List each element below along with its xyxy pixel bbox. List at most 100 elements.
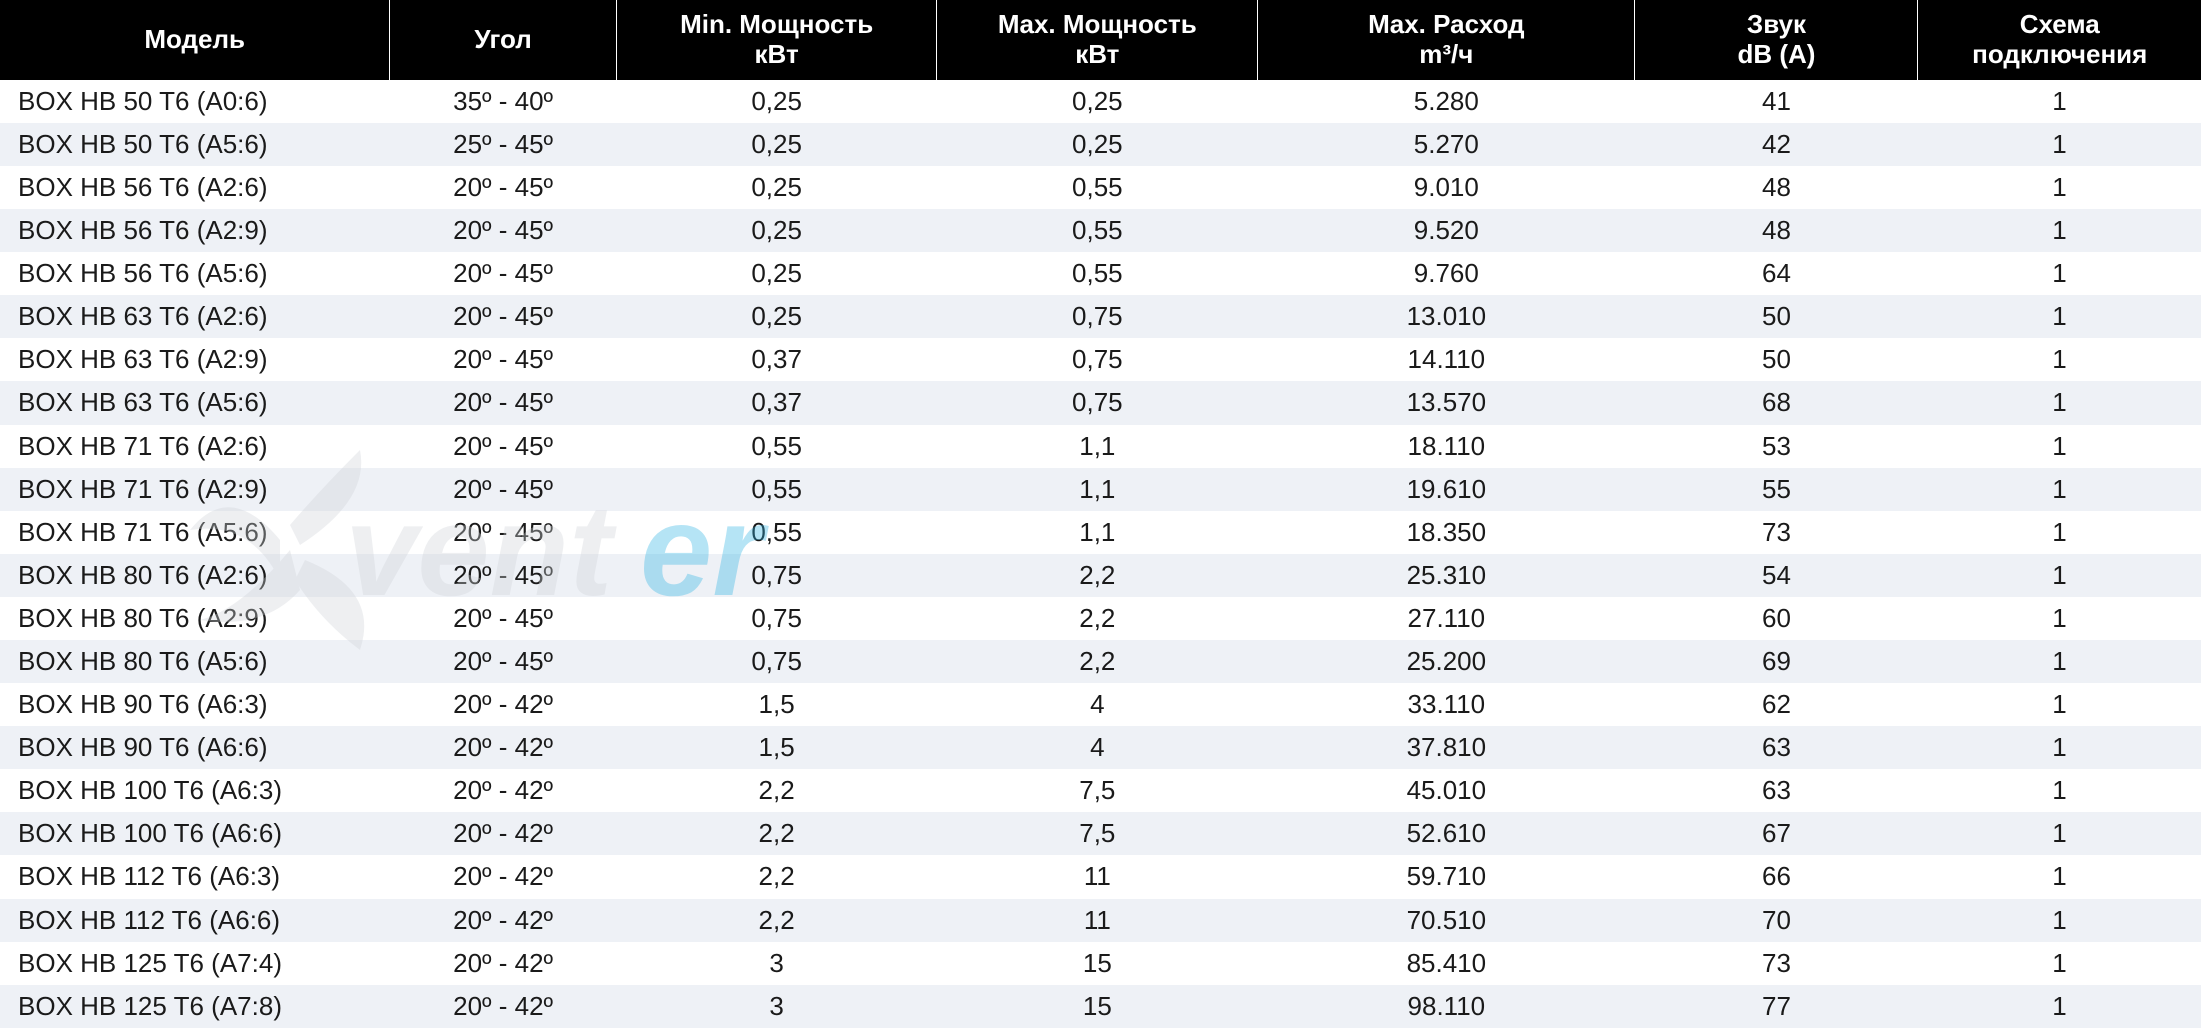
table-cell: 0,75 xyxy=(616,640,937,683)
specs-table: Модель Угол Min. МощностькВт Max. Мощнос… xyxy=(0,0,2201,1028)
table-cell: 35º - 40º xyxy=(390,80,616,123)
table-cell: 1 xyxy=(1918,166,2201,209)
table-row: BOX HB 71 T6 (A2:6)20º - 45º0,551,118.11… xyxy=(0,425,2201,468)
table-cell: BOX HB 90 T6 (A6:6) xyxy=(0,726,390,769)
table-cell: BOX HB 71 T6 (A2:9) xyxy=(0,468,390,511)
table-cell: 20º - 45º xyxy=(390,338,616,381)
table-cell: 25.310 xyxy=(1258,554,1635,597)
table-cell: 0,55 xyxy=(937,166,1258,209)
table-cell: 1,5 xyxy=(616,726,937,769)
table-cell: 20º - 42º xyxy=(390,769,616,812)
table-cell: 11 xyxy=(937,899,1258,942)
table-cell: 0,25 xyxy=(616,209,937,252)
table-cell: 67 xyxy=(1635,812,1918,855)
table-cell: 1,1 xyxy=(937,511,1258,554)
table-cell: 1 xyxy=(1918,425,2201,468)
table-cell: 37.810 xyxy=(1258,726,1635,769)
table-cell: BOX HB 100 T6 (A6:3) xyxy=(0,769,390,812)
table-cell: BOX HB 125 T6 (A7:8) xyxy=(0,985,390,1028)
table-cell: 48 xyxy=(1635,209,1918,252)
table-cell: 63 xyxy=(1635,726,1918,769)
table-cell: 4 xyxy=(937,726,1258,769)
table-cell: 20º - 45º xyxy=(390,295,616,338)
table-cell: 0,37 xyxy=(616,338,937,381)
table-cell: 20º - 45º xyxy=(390,640,616,683)
table-row: BOX HB 71 T6 (A5:6)20º - 45º0,551,118.35… xyxy=(0,511,2201,554)
table-cell: 1 xyxy=(1918,855,2201,898)
table-cell: 20º - 45º xyxy=(390,511,616,554)
table-row: BOX HB 50 T6 (A5:6)25º - 45º0,250,255.27… xyxy=(0,123,2201,166)
table-row: BOX HB 56 T6 (A5:6)20º - 45º0,250,559.76… xyxy=(0,252,2201,295)
table-cell: BOX HB 80 T6 (A2:9) xyxy=(0,597,390,640)
table-cell: 7,5 xyxy=(937,812,1258,855)
table-cell: 2,2 xyxy=(937,554,1258,597)
table-cell: 1 xyxy=(1918,123,2201,166)
table-cell: 73 xyxy=(1635,942,1918,985)
table-row: BOX HB 125 T6 (A7:8)20º - 42º31598.11077… xyxy=(0,985,2201,1028)
col-model: Модель xyxy=(0,0,390,80)
table-cell: BOX HB 56 T6 (A5:6) xyxy=(0,252,390,295)
table-row: BOX HB 56 T6 (A2:9)20º - 45º0,250,559.52… xyxy=(0,209,2201,252)
table-cell: BOX HB 80 T6 (A2:6) xyxy=(0,554,390,597)
table-cell: BOX HB 71 T6 (A5:6) xyxy=(0,511,390,554)
table-cell: 2,2 xyxy=(937,597,1258,640)
table-cell: 0,55 xyxy=(937,209,1258,252)
col-flow: Max. Расходm³/ч xyxy=(1258,0,1635,80)
table-cell: BOX HB 63 T6 (A2:9) xyxy=(0,338,390,381)
table-row: BOX HB 63 T6 (A2:9)20º - 45º0,370,7514.1… xyxy=(0,338,2201,381)
table-cell: 53 xyxy=(1635,425,1918,468)
table-cell: 5.270 xyxy=(1258,123,1635,166)
table-cell: 20º - 42º xyxy=(390,942,616,985)
table-cell: 4 xyxy=(937,683,1258,726)
table-cell: BOX HB 50 T6 (A0:6) xyxy=(0,80,390,123)
table-cell: 9.520 xyxy=(1258,209,1635,252)
table-cell: 1 xyxy=(1918,942,2201,985)
table-cell: 0,75 xyxy=(616,597,937,640)
table-cell: 20º - 45º xyxy=(390,252,616,295)
table-row: BOX HB 50 T6 (A0:6)35º - 40º0,250,255.28… xyxy=(0,80,2201,123)
table-cell: 98.110 xyxy=(1258,985,1635,1028)
table-cell: 1 xyxy=(1918,726,2201,769)
table-cell: 1 xyxy=(1918,683,2201,726)
table-cell: 0,55 xyxy=(616,511,937,554)
table-cell: BOX HB 50 T6 (A5:6) xyxy=(0,123,390,166)
table-cell: 45.010 xyxy=(1258,769,1635,812)
table-cell: 20º - 45º xyxy=(390,597,616,640)
table-cell: 2,2 xyxy=(616,812,937,855)
table-cell: 0,25 xyxy=(937,80,1258,123)
table-cell: 42 xyxy=(1635,123,1918,166)
table-cell: BOX HB 80 T6 (A5:6) xyxy=(0,640,390,683)
col-angle: Угол xyxy=(390,0,616,80)
table-cell: 18.110 xyxy=(1258,425,1635,468)
table-cell: BOX HB 112 T6 (A6:6) xyxy=(0,899,390,942)
table-cell: 66 xyxy=(1635,855,1918,898)
table-cell: 3 xyxy=(616,942,937,985)
table-cell: 20º - 45º xyxy=(390,166,616,209)
table-row: BOX HB 125 T6 (A7:4)20º - 42º31585.41073… xyxy=(0,942,2201,985)
table-cell: 1 xyxy=(1918,640,2201,683)
table-cell: 2,2 xyxy=(616,769,937,812)
table-cell: 48 xyxy=(1635,166,1918,209)
table-cell: 20º - 45º xyxy=(390,554,616,597)
table-cell: 33.110 xyxy=(1258,683,1635,726)
table-cell: 14.110 xyxy=(1258,338,1635,381)
table-row: BOX HB 63 T6 (A2:6)20º - 45º0,250,7513.0… xyxy=(0,295,2201,338)
table-cell: BOX HB 71 T6 (A2:6) xyxy=(0,425,390,468)
table-body: BOX HB 50 T6 (A0:6)35º - 40º0,250,255.28… xyxy=(0,80,2201,1028)
table-row: BOX HB 90 T6 (A6:6)20º - 42º1,5437.81063… xyxy=(0,726,2201,769)
col-scheme: Схемаподключения xyxy=(1918,0,2201,80)
table-cell: 41 xyxy=(1635,80,1918,123)
table-cell: 1,1 xyxy=(937,425,1258,468)
table-cell: 25º - 45º xyxy=(390,123,616,166)
table-row: BOX HB 63 T6 (A5:6)20º - 45º0,370,7513.5… xyxy=(0,381,2201,424)
col-min: Min. МощностькВт xyxy=(616,0,937,80)
table-row: BOX HB 80 T6 (A2:6)20º - 45º0,752,225.31… xyxy=(0,554,2201,597)
table-cell: 0,75 xyxy=(937,295,1258,338)
table-cell: 9.010 xyxy=(1258,166,1635,209)
table-cell: 52.610 xyxy=(1258,812,1635,855)
table-cell: BOX HB 56 T6 (A2:6) xyxy=(0,166,390,209)
table-cell: 1 xyxy=(1918,381,2201,424)
table-cell: 0,25 xyxy=(616,295,937,338)
table-cell: BOX HB 63 T6 (A5:6) xyxy=(0,381,390,424)
table-cell: 2,2 xyxy=(616,855,937,898)
